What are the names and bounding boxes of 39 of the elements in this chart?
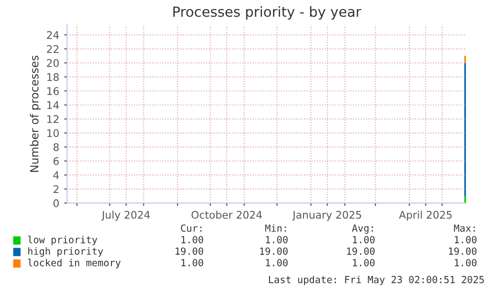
text: 1.00: [454, 236, 476, 244]
legend-label: locked in memory: [28, 258, 121, 268]
text: 19.00: [449, 247, 476, 255]
y-tick-label: 10: [47, 129, 59, 138]
text: 1.00: [454, 259, 476, 266]
text: Min:: [265, 224, 286, 232]
x-tick-label: April 2025: [398, 210, 452, 221]
text: 19.00: [347, 247, 375, 255]
text: 1.00: [182, 259, 204, 266]
legend-label: low priority: [28, 236, 98, 246]
text: Max:: [454, 224, 475, 232]
text: Last update: Fri May 23 02:00:51 2025: [269, 276, 484, 286]
y-tick-label: 0: [54, 199, 59, 208]
text: Cur:: [181, 224, 202, 232]
text: 19.00: [260, 247, 288, 255]
x-tick-label: January 2025: [292, 210, 362, 221]
y-tick-label: 6: [54, 157, 59, 166]
legend-label: high priority: [28, 247, 104, 257]
text: 1.00: [352, 259, 375, 266]
text: 1.00: [266, 259, 288, 266]
y-tick-label: 8: [54, 143, 59, 152]
y-tick-label: 4: [53, 171, 59, 179]
y-axis-title: Number of processes: [30, 56, 41, 172]
y-tick-label: 14: [47, 101, 59, 109]
text: 1.00: [266, 236, 288, 244]
y-tick-label: 20: [46, 59, 59, 67]
y-tick-label: 18: [47, 73, 59, 82]
y-tick-label: 2: [54, 185, 58, 193]
text: 1.00: [352, 236, 375, 244]
text: 1.00: [182, 236, 204, 244]
x-tick-label: July 2024: [101, 210, 150, 221]
y-tick-label: 22: [46, 45, 58, 53]
y-tick-label: 24: [46, 31, 59, 39]
text: Avg:: [352, 224, 373, 234]
text: 19.00: [176, 247, 204, 255]
chart-title: Processes priority - by year: [173, 6, 362, 20]
x-tick-label: October 2024: [192, 210, 262, 219]
y-tick-label: 12: [47, 115, 58, 123]
y-tick-label: 16: [47, 87, 59, 96]
